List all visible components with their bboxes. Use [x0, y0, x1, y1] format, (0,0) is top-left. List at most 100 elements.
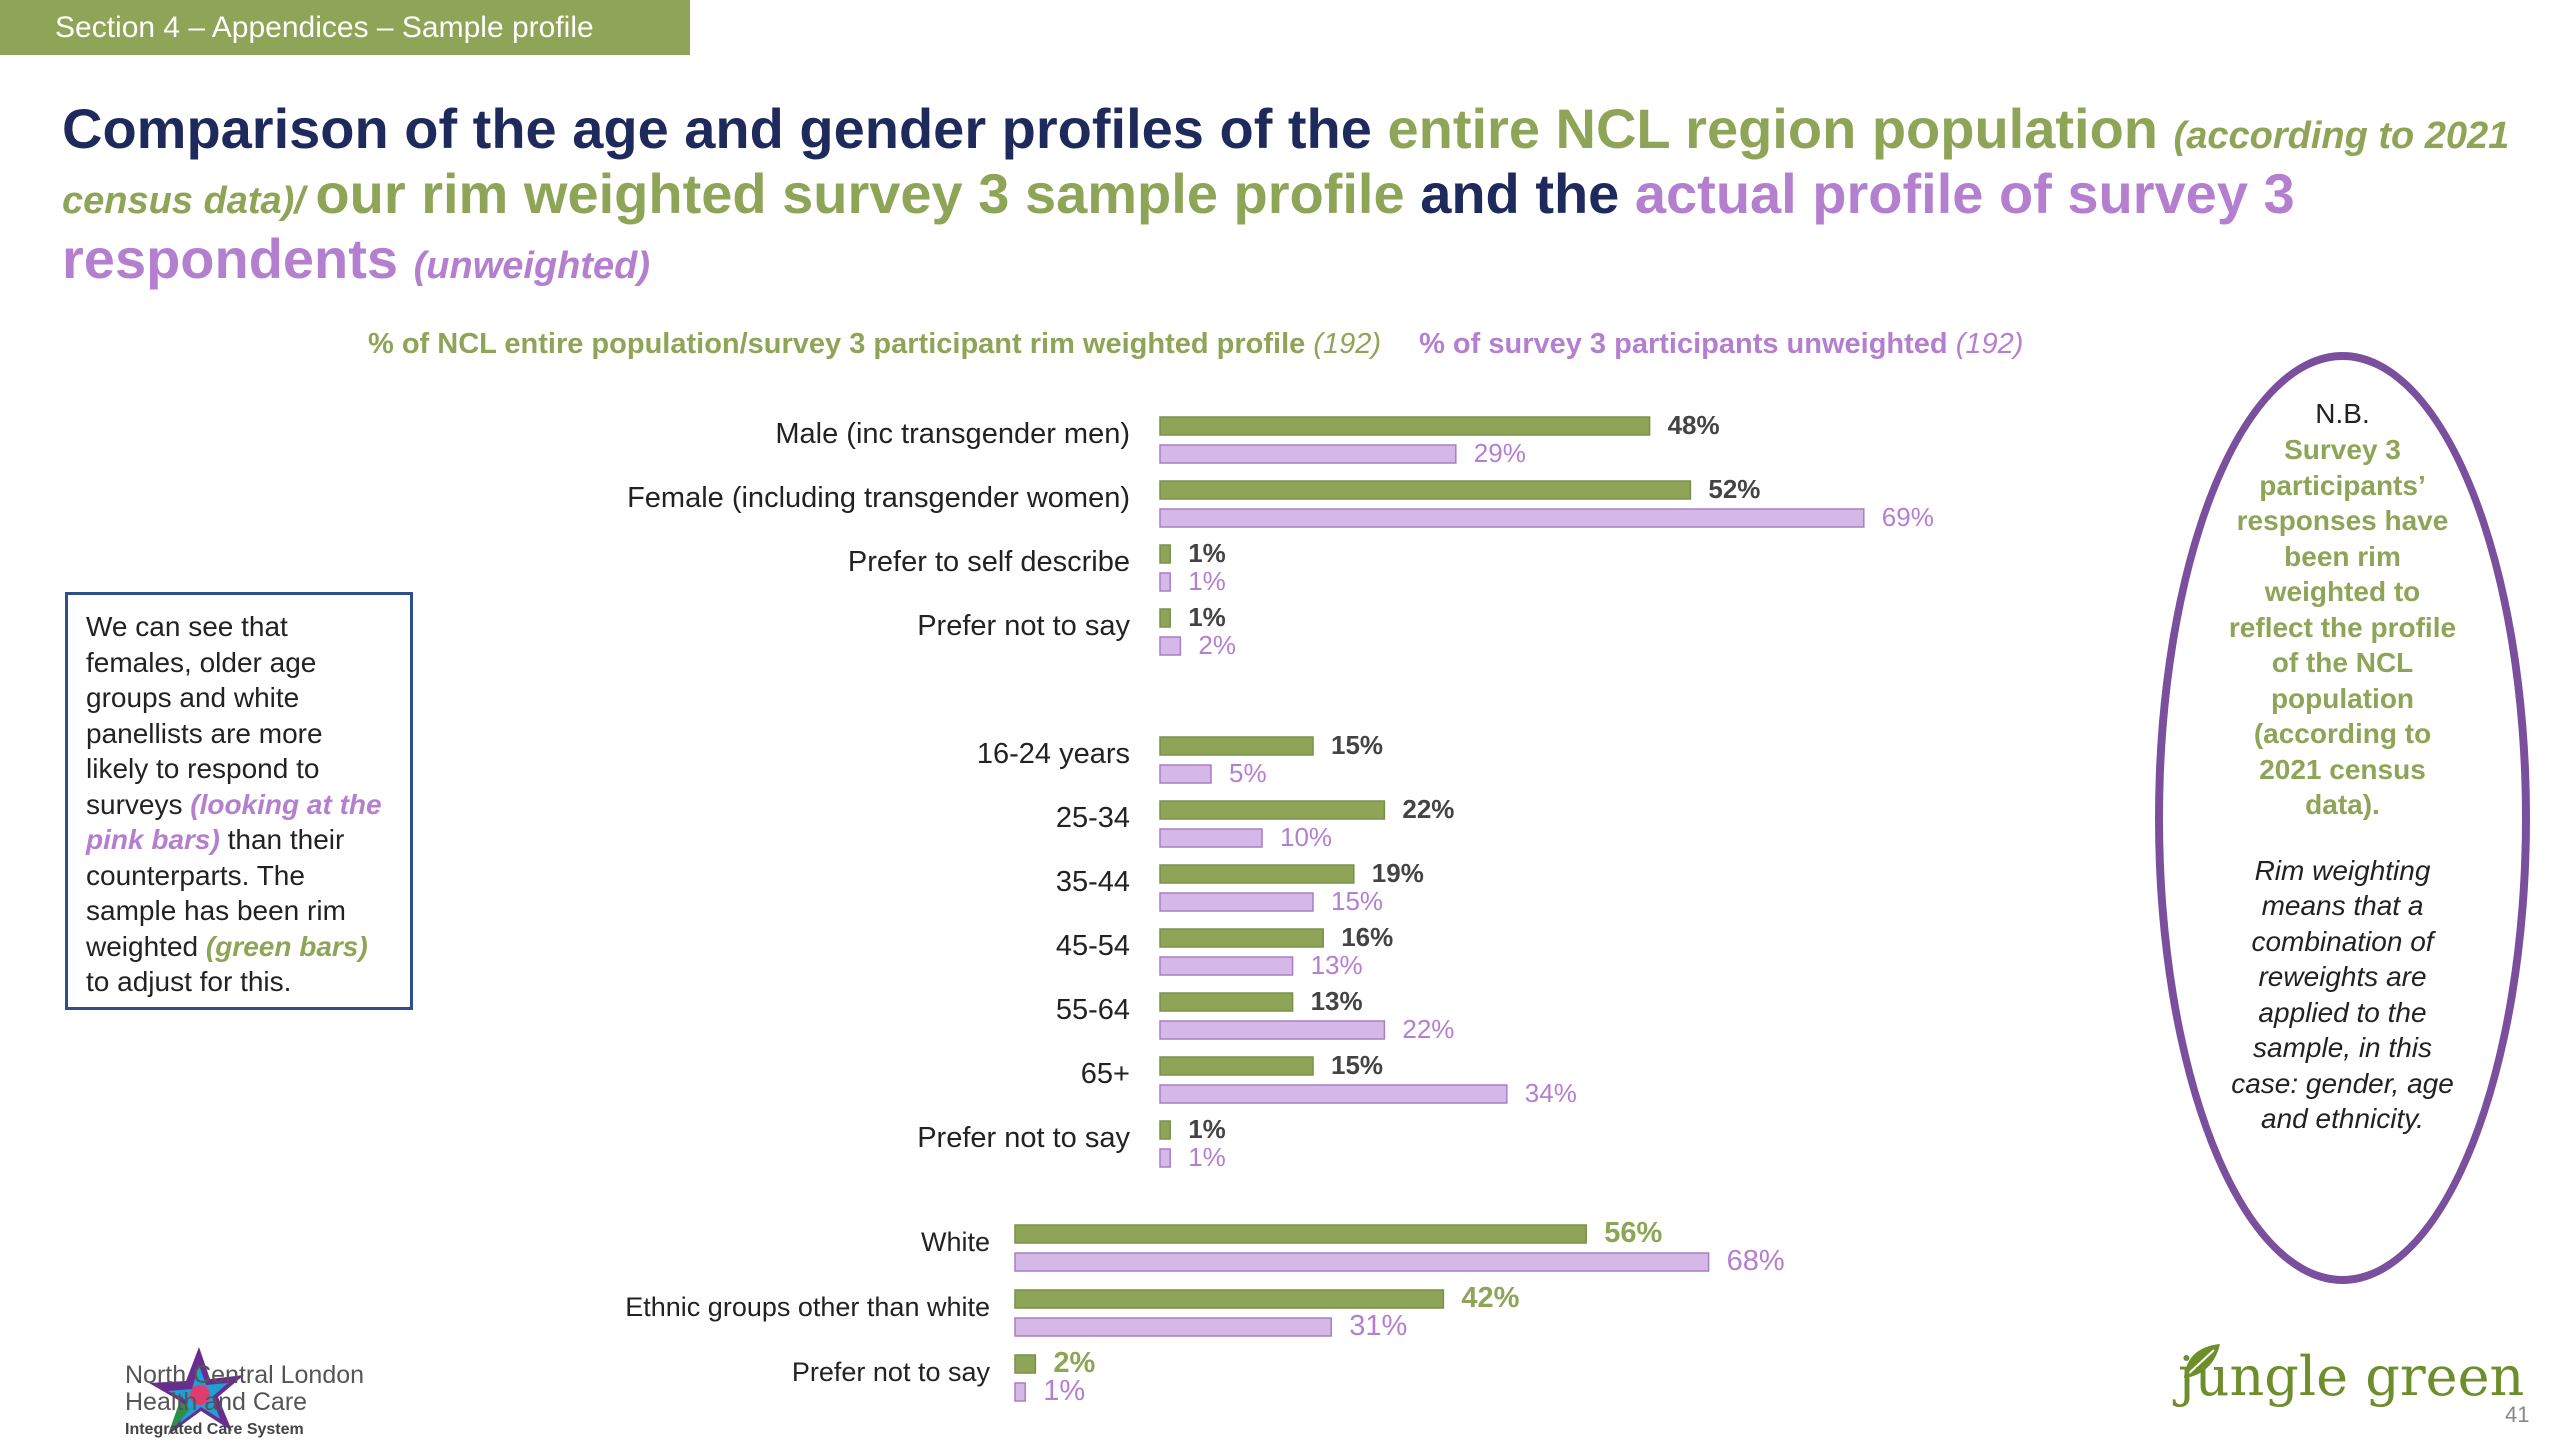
- weighted-data-label: 1%: [1188, 602, 1226, 632]
- category-label: Prefer not to say: [792, 1357, 991, 1387]
- weighted-data-label: 48%: [1668, 410, 1720, 440]
- weighted-data-label: 1%: [1188, 538, 1226, 568]
- unweighted-bar: [1014, 1382, 1026, 1402]
- weighted-data-label: 56%: [1604, 1217, 1662, 1249]
- callout-text-4: (green bars): [205, 930, 368, 962]
- chart-legend: % of NCL entire population/survey 3 part…: [368, 328, 2023, 361]
- page-number: 41: [2505, 1402, 2530, 1427]
- legend-unweighted-n: (192): [1955, 328, 2024, 360]
- title-part-7: (unweighted): [413, 245, 651, 287]
- unweighted-data-label: 31%: [1349, 1310, 1407, 1342]
- category-label: 55-64: [1056, 994, 1130, 1026]
- unweighted-bar: [1159, 636, 1182, 656]
- category-label: Prefer not to say: [917, 1122, 1130, 1154]
- unweighted-bar: [1014, 1317, 1332, 1337]
- unweighted-data-label: 22%: [1402, 1014, 1454, 1044]
- unweighted-data-label: 10%: [1280, 822, 1332, 852]
- title-part-5: and the: [1420, 162, 1635, 225]
- jungle-green-leaf-icon: [2184, 1344, 2220, 1378]
- weighted-bar: [1014, 1289, 1445, 1309]
- category-label: 35-44: [1056, 866, 1130, 898]
- weighted-data-label: 16%: [1341, 922, 1393, 952]
- category-label: 25-34: [1056, 802, 1130, 834]
- unweighted-bar: [1159, 1084, 1508, 1104]
- unweighted-bar: [1159, 892, 1314, 912]
- category-label: Ethnic groups other than white: [625, 1292, 990, 1322]
- legend-unweighted-label: % of survey 3 participants unweighted: [1419, 328, 1956, 360]
- category-label: 16-24 years: [977, 738, 1130, 770]
- unweighted-bar: [1159, 572, 1171, 592]
- weighted-bar: [1014, 1224, 1587, 1244]
- unweighted-data-label: 15%: [1331, 886, 1383, 916]
- weighted-bar: [1014, 1354, 1037, 1374]
- weighted-bar: [1159, 480, 1692, 500]
- unweighted-bar: [1159, 444, 1457, 464]
- nb-heading: N.B.: [2315, 398, 2370, 429]
- category-label: Female (including transgender women): [627, 482, 1130, 514]
- ncl-logo-text: North Central London Health and Care Int…: [125, 1362, 364, 1443]
- title-part-1: Comparison of the age and gender profile…: [62, 97, 1388, 160]
- ncl-logo-line-1: North Central London: [125, 1361, 365, 1389]
- callout-box: We can see that females, older age group…: [65, 592, 413, 1010]
- unweighted-bar: [1159, 508, 1865, 528]
- callout-text-3: than their counterparts. The sample has …: [86, 824, 346, 962]
- category-label: White: [921, 1227, 990, 1257]
- weighted-data-label: 15%: [1331, 1050, 1383, 1080]
- section-label: Section 4 – Appendices – Sample profile: [0, 0, 690, 55]
- unweighted-bar: [1159, 764, 1212, 784]
- callout-text-2: (looking at the pink bars): [86, 788, 382, 856]
- title-part-3: (according to 2021 census data)/: [62, 115, 2510, 222]
- title-part-4: our rim weighted survey 3 sample profile: [315, 162, 1421, 225]
- legend-weighted-label: % of NCL entire population/survey 3 part…: [368, 328, 1314, 360]
- unweighted-data-label: 5%: [1229, 758, 1267, 788]
- unweighted-bar: [1159, 1020, 1386, 1040]
- title-part-2: entire NCL region population: [1387, 97, 2174, 160]
- weighted-bar: [1159, 544, 1171, 564]
- weighted-bar: [1159, 992, 1294, 1012]
- weighted-bar: [1159, 736, 1314, 756]
- unweighted-bar: [1159, 956, 1294, 976]
- nb-body: Survey 3 participants’ responses have be…: [2228, 434, 2457, 820]
- ncl-star-logo-icon: [149, 1347, 244, 1435]
- weighted-data-label: 42%: [1461, 1282, 1519, 1314]
- weighted-bar: [1159, 416, 1651, 436]
- nb-rim-weighting-note: Rim weighting means that a combination o…: [2231, 854, 2454, 1135]
- unweighted-data-label: 2%: [1198, 630, 1236, 660]
- weighted-data-label: 19%: [1372, 858, 1424, 888]
- weighted-data-label: 22%: [1402, 794, 1454, 824]
- unweighted-data-label: 69%: [1882, 502, 1934, 532]
- weighted-bar: [1159, 864, 1355, 884]
- weighted-data-label: 1%: [1188, 1114, 1226, 1144]
- category-label: Prefer to self describe: [848, 546, 1130, 578]
- category-label: 65+: [1081, 1058, 1130, 1090]
- weighted-bar: [1159, 1120, 1171, 1140]
- unweighted-data-label: 1%: [1043, 1375, 1085, 1407]
- category-label: Male (inc transgender men): [775, 418, 1130, 450]
- category-label: 45-54: [1056, 930, 1130, 962]
- unweighted-data-label: 34%: [1525, 1078, 1577, 1108]
- weighted-data-label: 52%: [1708, 474, 1760, 504]
- ncl-logo-line-2: Health and Care: [125, 1388, 308, 1416]
- weighted-data-label: 2%: [1053, 1347, 1095, 1379]
- category-label: Prefer not to say: [917, 610, 1130, 642]
- ncl-logo-line-3: Integrated Care System: [125, 1421, 304, 1438]
- jungle-green-logo: jungle green: [2178, 1345, 2525, 1408]
- unweighted-data-label: 13%: [1311, 950, 1363, 980]
- unweighted-bar: [1159, 1148, 1171, 1168]
- callout-text-1: We can see that females, older age group…: [86, 611, 323, 820]
- unweighted-bar: [1014, 1252, 1710, 1272]
- unweighted-bar: [1159, 828, 1263, 848]
- weighted-bar: [1159, 928, 1324, 948]
- unweighted-data-label: 1%: [1188, 566, 1226, 596]
- unweighted-data-label: 29%: [1474, 438, 1526, 468]
- title-part-6: actual profile of survey 3 respondents: [62, 162, 2295, 290]
- unweighted-data-label: 68%: [1727, 1245, 1785, 1277]
- callout-text-5: to adjust for this.: [86, 966, 292, 997]
- weighted-data-label: 15%: [1331, 730, 1383, 760]
- unweighted-data-label: 1%: [1188, 1142, 1226, 1172]
- nb-note-oval: N.B. Survey 3 participants’ responses ha…: [2155, 352, 2530, 1284]
- legend-weighted-n: (192): [1313, 328, 1382, 360]
- page-title: Comparison of the age and gender profile…: [62, 100, 2532, 295]
- weighted-bar: [1159, 800, 1386, 820]
